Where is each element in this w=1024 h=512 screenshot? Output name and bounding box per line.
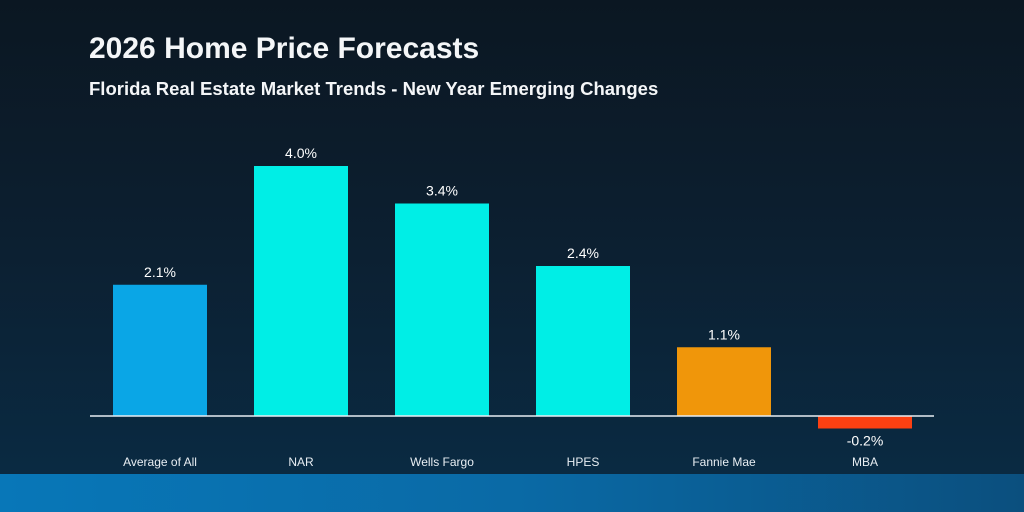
data-label: 2.4% bbox=[567, 245, 599, 261]
data-label: 3.4% bbox=[426, 183, 458, 199]
chart-subtitle: Florida Real Estate Market Trends - New … bbox=[89, 78, 659, 99]
bar-fannie-mae bbox=[677, 347, 771, 416]
data-label: -0.2% bbox=[847, 433, 884, 449]
data-label: 1.1% bbox=[708, 326, 740, 342]
bar-wells-fargo bbox=[395, 203, 489, 416]
data-label: 4.0% bbox=[285, 145, 317, 161]
category-label: Fannie Mae bbox=[692, 455, 756, 469]
category-label: HPES bbox=[567, 455, 600, 469]
category-label: NAR bbox=[288, 455, 314, 469]
category-label: Wells Fargo bbox=[410, 455, 474, 469]
category-label: MBA bbox=[852, 455, 878, 469]
data-label: 2.1% bbox=[144, 264, 176, 280]
category-label: Average of All bbox=[123, 455, 197, 469]
bar-nar bbox=[254, 166, 348, 416]
bar-average-of-all bbox=[113, 284, 207, 416]
footer-band bbox=[0, 474, 1024, 512]
chart-title: 2026 Home Price Forecasts bbox=[89, 32, 480, 65]
bar-mba bbox=[818, 416, 912, 429]
bar-hpes bbox=[536, 266, 630, 416]
